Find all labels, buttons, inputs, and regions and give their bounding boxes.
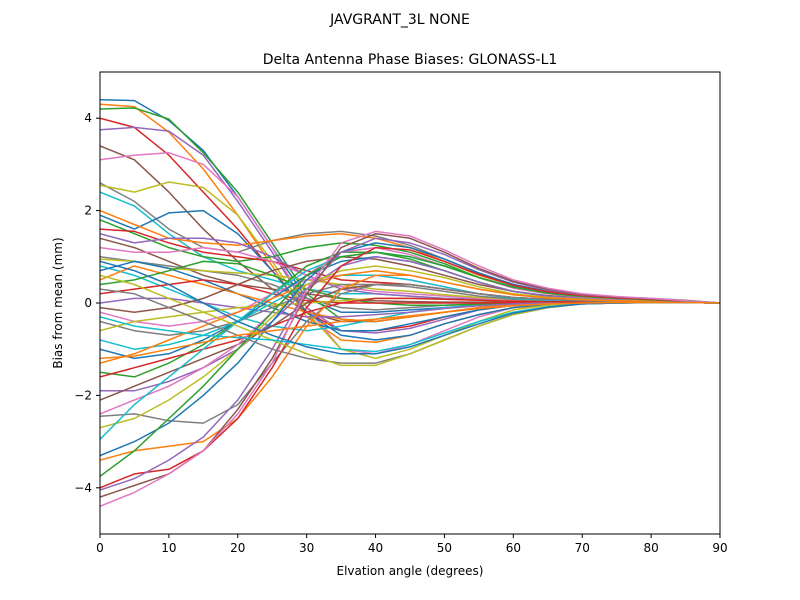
- x-tick-label: 50: [437, 541, 452, 555]
- y-tick-label: 2: [84, 204, 92, 218]
- series-line-s47: [100, 230, 720, 507]
- series-line-s52: [100, 301, 720, 360]
- y-tick-label: −4: [74, 481, 92, 495]
- x-axis-label: Elvation angle (degrees): [337, 564, 484, 578]
- series-line-s42: [100, 274, 720, 461]
- series-line-s38: [100, 283, 720, 424]
- y-axis-label: Bias from mean (mm): [51, 237, 65, 368]
- chart-title: Delta Antenna Phase Biases: GLONASS-L1: [263, 52, 558, 68]
- y-tick-label: 0: [84, 296, 92, 310]
- x-tick-label: 90: [712, 541, 727, 555]
- x-axis: 0 10 20 30 40 50 60 70 80 90: [96, 534, 728, 555]
- figure-suptitle: JAVGRANT_3L NONE: [329, 12, 470, 28]
- y-tick-label: −2: [74, 388, 92, 402]
- x-tick-label: 20: [230, 541, 245, 555]
- y-tick-label: 4: [84, 111, 92, 125]
- x-tick-label: 30: [299, 541, 314, 555]
- y-axis: −4 −2 0 2 4: [74, 111, 100, 495]
- series-layer: [100, 98, 720, 507]
- x-tick-label: 40: [368, 541, 383, 555]
- x-tick-label: 80: [643, 541, 658, 555]
- x-tick-label: 70: [575, 541, 590, 555]
- x-tick-label: 60: [506, 541, 521, 555]
- x-tick-label: 0: [96, 541, 104, 555]
- x-tick-label: 10: [161, 541, 176, 555]
